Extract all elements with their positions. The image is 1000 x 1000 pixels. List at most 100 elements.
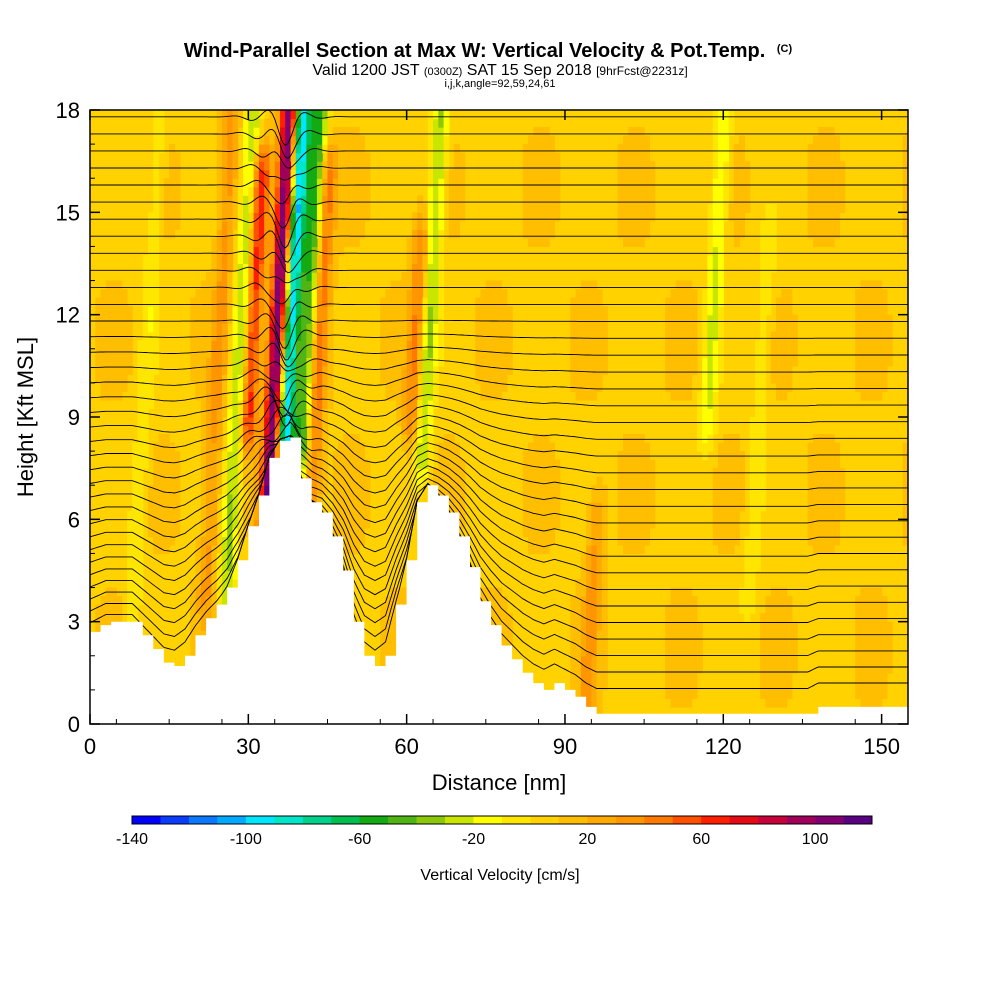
- w-cell: [274, 306, 281, 316]
- w-cell: [623, 220, 629, 230]
- w-cell: [823, 178, 830, 188]
- w-cell: [723, 502, 730, 512]
- w-cell: [116, 297, 123, 307]
- w-cell: [232, 485, 239, 495]
- w-cell: [596, 382, 603, 393]
- w-cell: [274, 408, 281, 418]
- w-cell: [295, 399, 302, 410]
- w-cell: [332, 493, 339, 503]
- w-cell: [153, 280, 160, 290]
- w-cell: [200, 417, 207, 427]
- w-cell: [876, 289, 883, 299]
- w-cell: [749, 519, 756, 529]
- w-cell: [670, 698, 677, 708]
- w-cell: [390, 647, 397, 657]
- w-cell: [691, 604, 698, 614]
- w-cell: [828, 485, 835, 495]
- w-cell: [686, 621, 693, 631]
- w-cell: [221, 169, 228, 179]
- w-cell: [264, 254, 271, 265]
- w-cell: [533, 442, 540, 452]
- w-cell: [221, 527, 228, 537]
- w-cell: [322, 331, 329, 341]
- w-cell: [596, 672, 603, 682]
- w-cell: [781, 698, 788, 708]
- w-cell: [353, 212, 360, 222]
- w-cell: [248, 144, 255, 154]
- w-cell: [707, 434, 714, 444]
- w-cell: [132, 459, 139, 469]
- w-cell: [865, 391, 872, 401]
- w-cell: [776, 698, 782, 708]
- w-cell: [860, 587, 867, 597]
- w-cell: [258, 382, 265, 393]
- w-cell: [744, 178, 751, 188]
- w-cell: [253, 212, 260, 222]
- w-cell: [322, 254, 329, 265]
- w-cell: [279, 340, 286, 350]
- w-cell: [860, 323, 867, 333]
- w-cell: [301, 365, 307, 375]
- w-cell: [200, 570, 207, 580]
- w-cell: [433, 468, 439, 478]
- colorbar-swatch: [331, 816, 360, 824]
- w-cell: [417, 280, 424, 290]
- w-cell: [596, 613, 603, 623]
- w-cell: [243, 399, 249, 410]
- w-cell: [295, 152, 302, 162]
- w-cell: [528, 178, 534, 188]
- w-cell: [649, 476, 656, 486]
- w-cell: [776, 348, 782, 358]
- w-cell: [237, 280, 244, 290]
- w-cell: [227, 502, 234, 512]
- w-cell: [601, 536, 608, 546]
- w-cell: [443, 144, 450, 154]
- w-cell: [739, 203, 745, 213]
- w-cell: [274, 425, 281, 435]
- w-cell: [243, 459, 249, 469]
- w-cell: [290, 135, 297, 145]
- w-cell: [686, 613, 693, 623]
- w-cell: [580, 579, 587, 589]
- w-cell: [591, 587, 598, 597]
- w-cell: [227, 408, 234, 418]
- w-cell: [221, 357, 228, 367]
- w-cell: [190, 331, 197, 341]
- w-cell: [422, 417, 429, 427]
- w-cell: [269, 340, 276, 350]
- w-cell: [311, 348, 318, 358]
- w-cell: [153, 451, 160, 461]
- w-cell: [285, 417, 292, 427]
- w-cell: [712, 357, 719, 367]
- w-cell: [554, 468, 561, 478]
- w-cell: [216, 135, 223, 145]
- w-cell: [586, 681, 592, 691]
- w-cell: [406, 408, 413, 418]
- w-cell: [385, 604, 392, 614]
- w-cell: [401, 434, 408, 444]
- w-cell: [195, 536, 202, 546]
- w-cell: [264, 442, 271, 452]
- w-cell: [227, 161, 234, 171]
- w-cell: [770, 596, 777, 606]
- w-cell: [591, 527, 598, 537]
- w-cell: [274, 178, 281, 188]
- w-cell: [538, 476, 545, 486]
- w-cell: [169, 203, 176, 213]
- w-cell: [216, 374, 223, 384]
- w-cell: [723, 536, 730, 546]
- w-cell: [316, 254, 323, 265]
- w-cell: [221, 220, 228, 230]
- w-cell: [427, 331, 434, 341]
- w-cell: [290, 237, 297, 248]
- w-cell: [390, 297, 397, 307]
- w-cell: [227, 570, 234, 580]
- w-cell: [390, 638, 397, 648]
- w-cell: [533, 144, 540, 154]
- w-cell: [438, 468, 445, 478]
- w-cell: [675, 348, 682, 358]
- w-cell: [116, 280, 123, 290]
- w-cell: [691, 664, 698, 674]
- w-cell: [248, 374, 255, 384]
- w-cell: [702, 323, 709, 333]
